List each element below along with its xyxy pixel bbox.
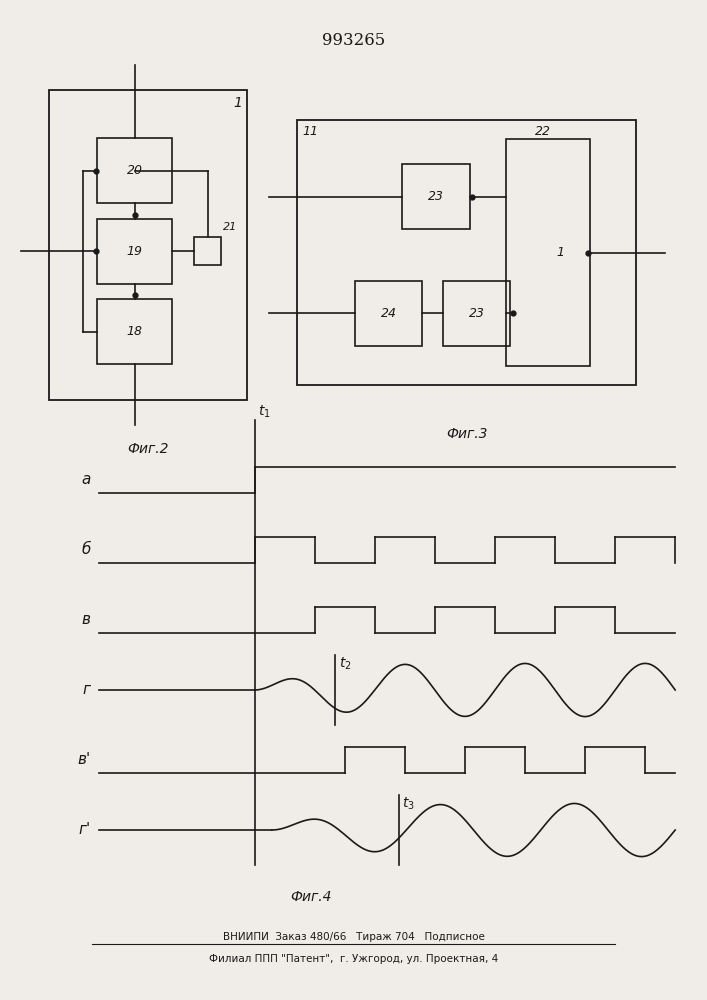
Bar xyxy=(443,281,510,346)
Text: 19: 19 xyxy=(127,245,143,258)
Text: Фиг.3: Фиг.3 xyxy=(446,427,487,441)
Bar xyxy=(506,139,590,366)
Text: б: б xyxy=(81,542,90,557)
Text: г: г xyxy=(83,682,90,698)
Text: 993265: 993265 xyxy=(322,32,385,49)
Text: 22: 22 xyxy=(535,125,551,138)
Text: 20: 20 xyxy=(127,164,143,177)
Text: Фиг.4: Фиг.4 xyxy=(291,890,332,904)
Text: 1: 1 xyxy=(557,246,565,259)
Text: а: а xyxy=(81,473,90,488)
Text: г': г' xyxy=(78,822,90,837)
Bar xyxy=(98,138,172,203)
Bar xyxy=(98,299,172,364)
Text: $t_1$: $t_1$ xyxy=(258,404,271,420)
Text: Филиал ППП "Патент",  г. Ужгород, ул. Проектная, 4: Филиал ППП "Патент", г. Ужгород, ул. Про… xyxy=(209,954,498,964)
Text: Фиг.2: Фиг.2 xyxy=(128,442,169,456)
Bar xyxy=(355,281,422,346)
Bar xyxy=(194,237,221,265)
Bar xyxy=(402,164,469,229)
Text: 21: 21 xyxy=(223,222,238,232)
Text: 11: 11 xyxy=(303,125,319,138)
Text: в': в' xyxy=(77,752,90,768)
Text: ВНИИПИ  Заказ 480/66   Тираж 704   Подписное: ВНИИПИ Заказ 480/66 Тираж 704 Подписное xyxy=(223,932,484,942)
Text: 24: 24 xyxy=(380,307,397,320)
Text: $t_2$: $t_2$ xyxy=(339,655,351,672)
Text: 23: 23 xyxy=(469,307,485,320)
Bar xyxy=(98,219,172,284)
Bar xyxy=(297,120,636,385)
Text: 23: 23 xyxy=(428,190,444,203)
Bar xyxy=(49,90,247,400)
Text: в: в xyxy=(81,612,90,628)
Text: $t_3$: $t_3$ xyxy=(402,795,415,812)
Text: 18: 18 xyxy=(127,325,143,338)
Text: 1: 1 xyxy=(233,96,242,110)
